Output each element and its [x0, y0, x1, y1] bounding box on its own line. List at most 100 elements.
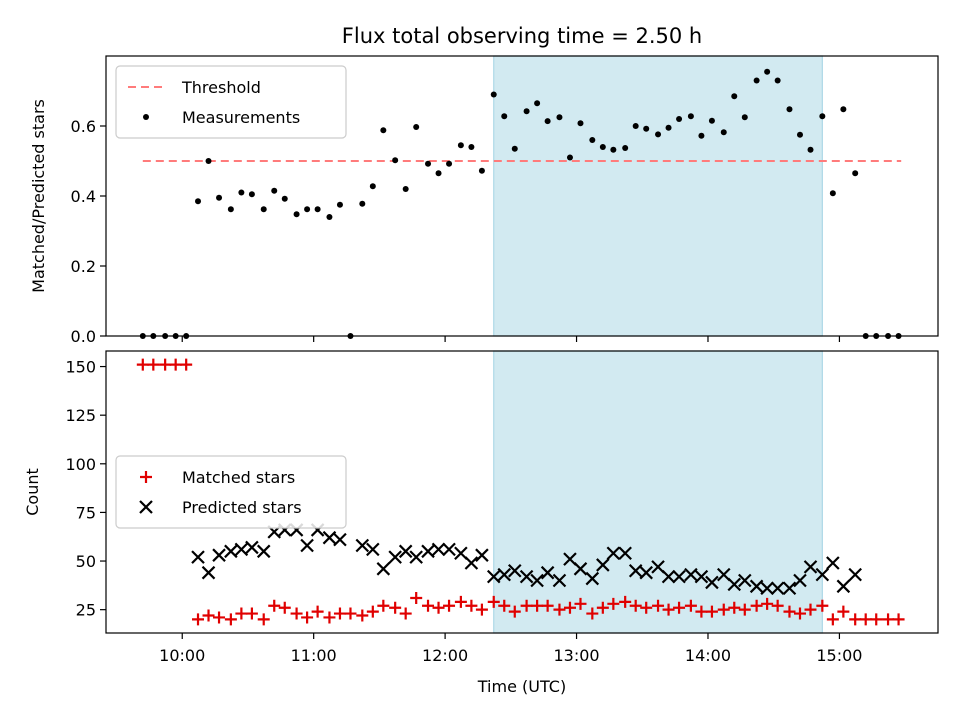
- matched-star-point: [498, 599, 511, 612]
- measurement-point: [425, 160, 432, 167]
- predicted-star-point: [497, 567, 512, 582]
- measurement-point: [632, 123, 639, 129]
- matched-star-point: [366, 605, 379, 618]
- predicted-star-point: [684, 567, 698, 582]
- predicted-star-point: [475, 548, 489, 562]
- matched-star-point: [268, 599, 281, 612]
- matched-star-point: [475, 603, 488, 616]
- matched-star-point: [882, 613, 895, 626]
- predicted-star-point: [738, 573, 752, 588]
- matched-star-point: [640, 601, 653, 614]
- predicted-star-point: [782, 581, 797, 596]
- matched-star-point: [443, 599, 456, 612]
- matched-star-point: [705, 605, 718, 618]
- matched-star-point: [356, 609, 369, 622]
- matched-star-point: [849, 613, 862, 626]
- measurement-point: [610, 146, 617, 153]
- measurement-point: [293, 211, 300, 218]
- bottom-xtick-label: 15:00: [816, 646, 862, 665]
- measurement-point: [534, 100, 541, 107]
- measurement-point: [698, 132, 705, 139]
- measurement-point: [720, 129, 727, 136]
- bottom-xtick-label: 14:00: [685, 646, 731, 665]
- matched-star-point: [399, 607, 412, 620]
- bottom-legend: Matched stars Predicted stars: [115, 455, 347, 529]
- matched-star-point: [192, 613, 205, 626]
- matched-star-point: [235, 607, 248, 620]
- measurement-point: [774, 77, 781, 84]
- predicted-star-point: [256, 544, 271, 559]
- predicted-star-point: [848, 567, 862, 582]
- bottom-legend-label: Matched stars: [182, 468, 295, 487]
- measurement-point: [807, 146, 814, 153]
- matched-star-point: [793, 607, 806, 620]
- measurement-point: [622, 145, 629, 152]
- matched-star-point: [738, 603, 751, 616]
- measurement-point: [468, 144, 475, 150]
- matched-star-point: [432, 601, 445, 614]
- measurement-point: [478, 167, 485, 174]
- matched-star-point: [804, 603, 817, 616]
- measurement-point: [392, 157, 399, 164]
- bottom-xtick-label: 10:00: [159, 646, 205, 665]
- matched-star-point: [377, 599, 390, 612]
- measurement-point: [216, 194, 223, 201]
- measurement-point: [840, 106, 847, 113]
- measurement-point: [446, 160, 453, 167]
- measurement-point: [227, 206, 234, 213]
- measurement-point: [731, 93, 738, 100]
- matched-star-point: [783, 605, 796, 618]
- matched-star-point: [750, 599, 763, 612]
- matched-star-point: [662, 603, 675, 616]
- measurement-point: [676, 116, 683, 122]
- bottom-ytick-label: 125: [65, 406, 96, 425]
- measurement-point: [490, 91, 497, 98]
- top-y-axis: 0.0 0.2 0.4 0.6: [71, 117, 106, 346]
- predicted-star-point: [826, 556, 840, 570]
- measurement-point: [260, 206, 267, 213]
- matched-star-point: [290, 607, 303, 620]
- measurement-point: [544, 118, 551, 125]
- measurement-point: [643, 125, 650, 132]
- predicted-star-point: [245, 540, 259, 555]
- bottom-y-axis-label: Count: [23, 468, 42, 516]
- top-legend-label: Measurements: [182, 108, 300, 127]
- predicted-star-point: [442, 542, 456, 557]
- matched-star-point: [487, 595, 500, 608]
- legend-measurements-swatch: [143, 114, 149, 120]
- predicted-star-point: [770, 581, 785, 596]
- measurement-point: [589, 137, 596, 143]
- predicted-star-point: [836, 579, 851, 594]
- matched-star-point: [169, 358, 182, 371]
- matched-star-point: [761, 597, 774, 610]
- matched-star-point: [728, 601, 741, 614]
- predicted-star-point: [661, 569, 676, 584]
- bottom-ytick-label: 150: [65, 358, 96, 377]
- matched-star-point: [389, 601, 402, 614]
- bottom-ytick-label: 75: [76, 503, 96, 522]
- matched-star-point: [652, 599, 665, 612]
- measurement-point: [741, 114, 748, 121]
- predicted-star-point: [727, 577, 742, 592]
- bottom-legend-box: [115, 455, 347, 529]
- predicted-star-point: [234, 542, 249, 557]
- bottom-axes-frame: [105, 350, 939, 634]
- predicted-star-point: [618, 546, 632, 561]
- predicted-star-point: [322, 530, 337, 545]
- predicted-star-point: [421, 544, 435, 559]
- measurement-point: [248, 191, 255, 198]
- matched-star-point: [344, 607, 357, 620]
- measurement-point: [753, 77, 760, 84]
- matched-star-point: [574, 597, 587, 610]
- matched-star-point: [771, 599, 784, 612]
- matched-star-point: [278, 601, 291, 614]
- matched-star-point: [586, 607, 599, 620]
- predicted-star-point: [191, 550, 205, 564]
- predicted-star-point: [606, 546, 621, 561]
- predicted-star-point: [563, 552, 577, 566]
- matched-star-point: [553, 603, 566, 616]
- predicted-star-point: [409, 550, 423, 564]
- legend-matched-swatch: [140, 471, 152, 483]
- predicted-star-point: [486, 569, 501, 584]
